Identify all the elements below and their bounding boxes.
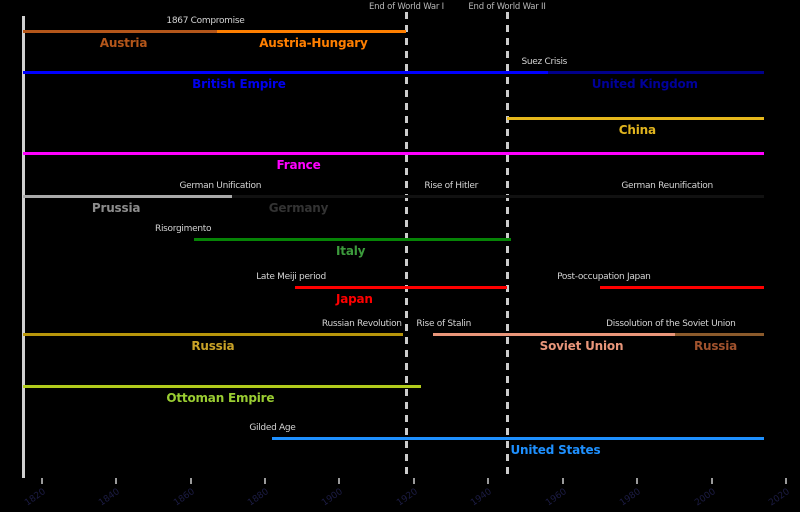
timeline-segment-japan xyxy=(294,285,508,289)
timeline-segment-soviet-union xyxy=(432,332,675,336)
x-axis-tick xyxy=(264,478,266,484)
x-axis-tick xyxy=(636,478,639,484)
segment-label-ottoman-empire: Ottoman Empire xyxy=(166,391,275,405)
segment-label-france: France xyxy=(276,158,321,172)
segment-label-austria: Austria xyxy=(99,36,148,50)
timeline-segment-ottoman-empire xyxy=(23,384,422,388)
x-axis-tick-label: 1940 xyxy=(469,487,495,509)
timeline-segment-germany xyxy=(231,194,764,198)
timeline-segment-british-empire xyxy=(23,70,548,74)
segment-label-japan: Japan xyxy=(335,292,373,306)
segment-label-soviet-union: Soviet Union xyxy=(539,339,624,353)
x-axis-tick xyxy=(487,478,490,484)
x-axis-tick xyxy=(338,478,341,484)
x-axis-tick-label: 1920 xyxy=(395,487,420,509)
segment-label-china: China xyxy=(618,123,656,137)
segment-label-germany: Germany xyxy=(268,201,329,215)
segment-label-italy: Italy xyxy=(336,244,366,258)
timeline-segment-austria xyxy=(23,29,217,33)
segment-label-austria-hungary: Austria-Hungary xyxy=(259,36,368,50)
timeline-segment-prussia xyxy=(23,194,232,198)
event-label-russian-revolution: Russian Revolution xyxy=(321,319,402,329)
dashed-vline-end-of-world-war-i xyxy=(405,12,408,478)
event-label-suez-crisis: Suez Crisis xyxy=(521,57,568,67)
x-axis-tick-label: 2000 xyxy=(693,487,718,509)
timeline-segment-japan xyxy=(600,285,764,289)
timeline-segment-united-states xyxy=(272,436,764,440)
event-label-1867-compromise: 1867 Compromise xyxy=(166,16,245,26)
x-axis-tick-label: 1880 xyxy=(246,487,271,509)
x-axis-tick-label: 1820 xyxy=(22,487,48,509)
timeline-segment-russia xyxy=(23,332,403,336)
event-label-late-meiji-period: Late Meiji period xyxy=(256,272,326,282)
x-axis-tick xyxy=(412,478,415,484)
timeline-segment-russia xyxy=(674,332,764,336)
timeline-segment-china xyxy=(507,116,764,120)
event-label-german-reunification: German Reunification xyxy=(621,181,713,191)
vline-label-end-of-world-war-ii: End of World War II xyxy=(468,2,546,12)
segment-label-united-states: United States xyxy=(510,443,601,457)
x-axis-tick-label: 1900 xyxy=(320,487,346,509)
segment-label-united-kingdom: United Kingdom xyxy=(591,77,698,91)
segment-label-russia: Russia xyxy=(191,339,235,353)
x-axis-tick xyxy=(561,478,564,484)
segment-label-british-empire: British Empire xyxy=(192,77,286,91)
x-axis-tick xyxy=(115,478,118,484)
x-axis-tick xyxy=(710,478,713,484)
event-label-german-unification: German Unification xyxy=(179,181,262,191)
dashed-vline-end-of-world-war-ii xyxy=(505,12,509,478)
timeline-segment-united-kingdom xyxy=(547,70,764,74)
x-axis-tick-label: 1840 xyxy=(97,487,122,509)
event-label-dissolution-of-the-soviet-union: Dissolution of the Soviet Union xyxy=(606,319,736,329)
segment-label-prussia: Prussia xyxy=(91,201,141,215)
x-axis-tick xyxy=(189,478,192,484)
x-axis-tick-label: 2020 xyxy=(767,487,793,509)
event-label-risorgimento: Risorgimento xyxy=(155,224,212,234)
x-axis-tick-label: 1860 xyxy=(171,487,197,509)
x-axis-tick xyxy=(40,478,43,484)
x-axis-tick-label: 1960 xyxy=(544,487,569,509)
timeline-segment-france xyxy=(23,151,764,155)
event-label-rise-of-hitler: Rise of Hitler xyxy=(424,181,479,191)
event-label-gilded-age: Gilded Age xyxy=(249,423,296,433)
vline-label-end-of-world-war-i: End of World War I xyxy=(369,2,444,12)
timeline-segment-austria-hungary xyxy=(216,29,407,33)
x-axis-tick xyxy=(785,478,788,484)
event-label-rise-of-stalin: Rise of Stalin xyxy=(416,319,472,329)
timeline-segment-italy xyxy=(194,237,511,241)
x-axis-tick-label: 1980 xyxy=(618,487,644,509)
segment-label-russia: Russia xyxy=(693,339,738,353)
y-axis-spine xyxy=(21,16,25,478)
event-label-post-occupation-japan: Post-occupation Japan xyxy=(557,272,651,282)
